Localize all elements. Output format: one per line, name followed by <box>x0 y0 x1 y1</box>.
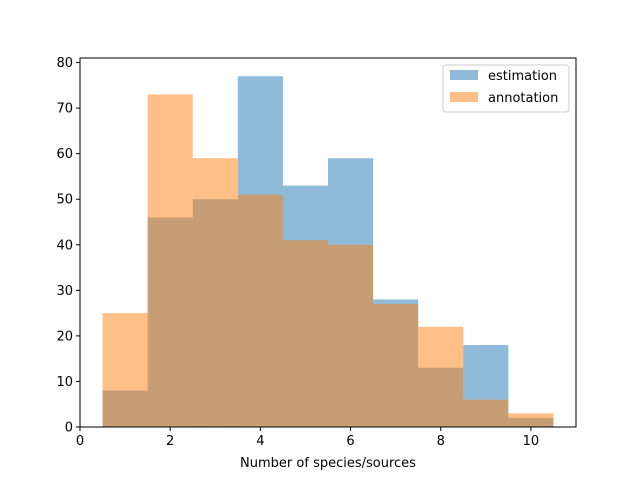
x-tick-label-8: 8 <box>437 434 445 449</box>
y-tick-label-0: 0 <box>65 421 73 436</box>
x-tick-label-6: 6 <box>346 434 354 449</box>
bar-annotation-1 <box>102 313 148 427</box>
x-tick-label-4: 4 <box>256 434 264 449</box>
y-tick-label-60: 60 <box>56 147 73 162</box>
y-tick-label-80: 80 <box>56 56 73 71</box>
y-tick-label-40: 40 <box>56 238 73 253</box>
bar-annotation-8 <box>418 326 464 427</box>
bar-annotation-4 <box>237 194 283 427</box>
bar-annotation-5 <box>282 240 328 427</box>
bar-annotation-2 <box>147 94 193 427</box>
bar-annotation-6 <box>328 244 374 427</box>
ticks-layer: 0 2 4 6 8 10 0 10 20 30 40 50 60 70 80 <box>56 56 539 449</box>
y-tick-label-20: 20 <box>56 329 73 344</box>
bar-annotation-10 <box>508 413 554 427</box>
y-tick-label-70: 70 <box>56 102 73 117</box>
y-tick-label-30: 30 <box>56 284 73 299</box>
legend-label-estimation: estimation <box>488 69 557 84</box>
plot-frame <box>79 57 577 428</box>
x-axis-label: Number of species/sources <box>240 456 416 471</box>
bar-annotation-9 <box>463 399 509 427</box>
bar-annotation-7 <box>373 304 419 427</box>
bar-annotation-3 <box>192 158 238 427</box>
x-tick-label-2: 2 <box>166 434 174 449</box>
x-tick-label-0: 0 <box>76 434 84 449</box>
x-tick-label-10: 10 <box>523 434 540 449</box>
legend-label-annotation: annotation <box>488 91 558 106</box>
y-tick-label-10: 10 <box>56 375 73 390</box>
legend-swatch-annotation <box>450 92 478 102</box>
legend-swatch-estimation <box>450 70 478 80</box>
bars-layer <box>102 76 554 427</box>
y-tick-label-50: 50 <box>56 193 73 208</box>
legend: estimation annotation <box>442 64 570 113</box>
